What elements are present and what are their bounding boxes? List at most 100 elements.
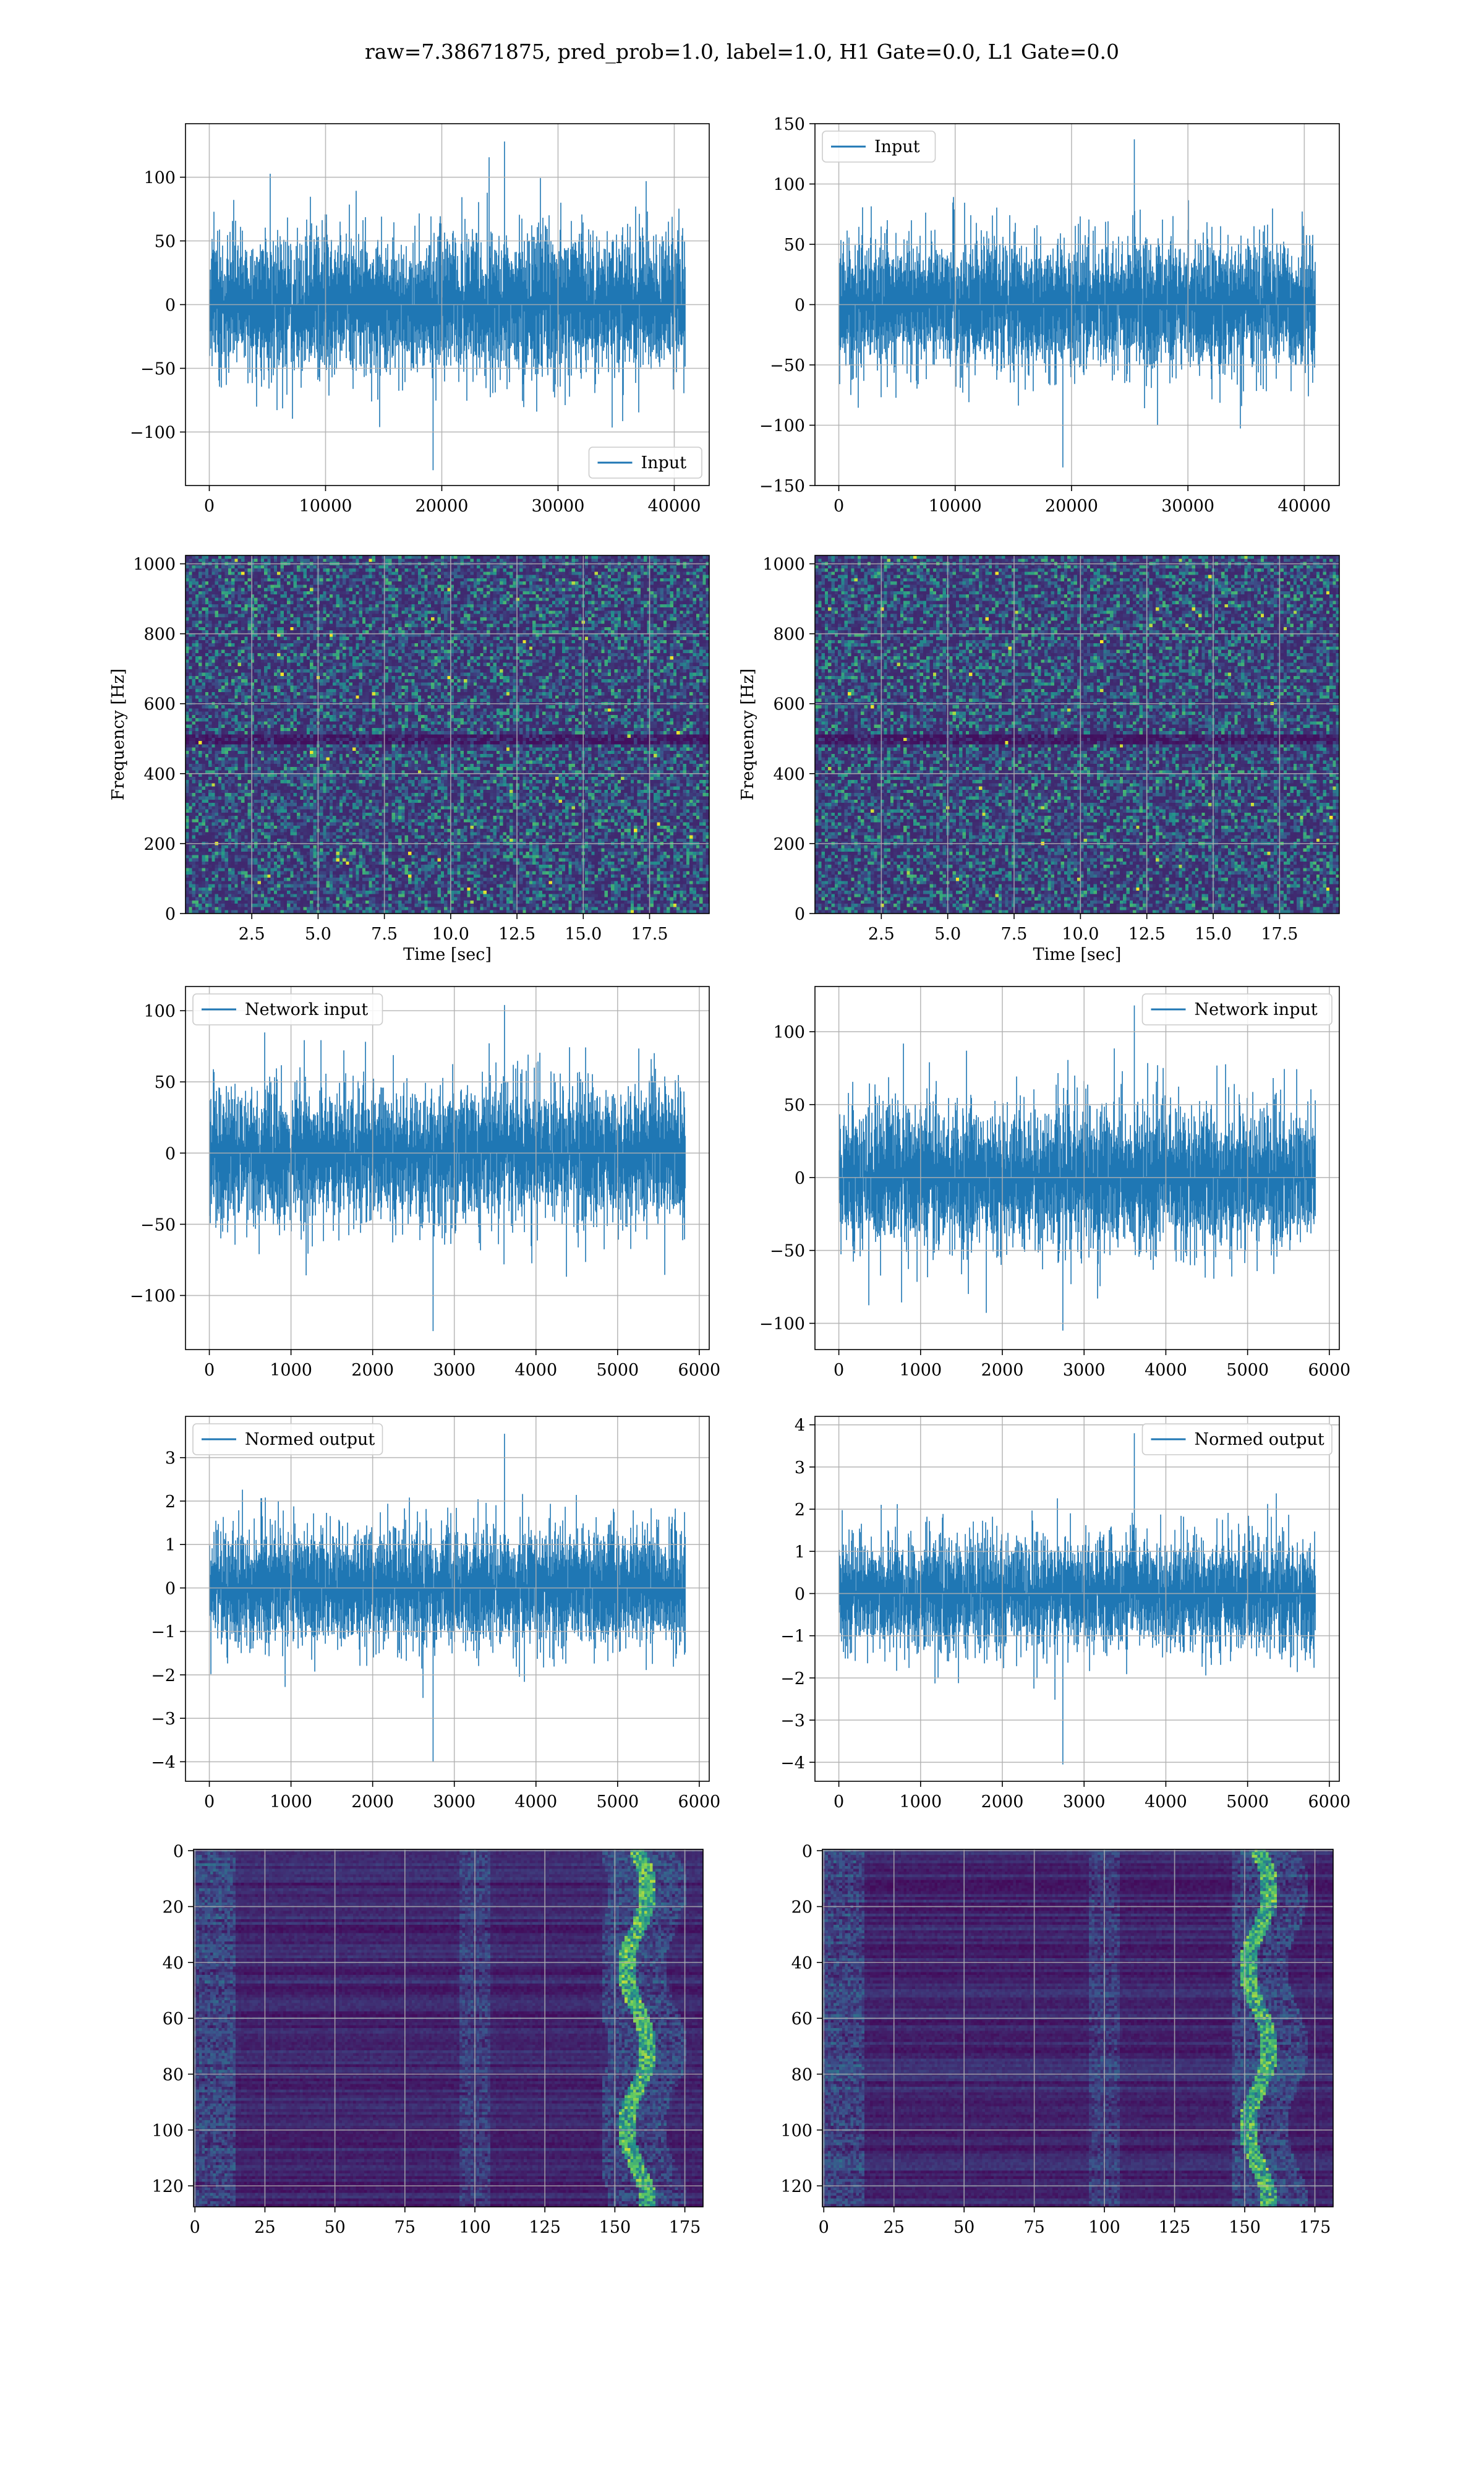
axes-frame — [814, 1416, 1340, 1782]
y-tick-label: 600 — [143, 695, 176, 714]
x-tick-label: 7.5 — [1001, 925, 1028, 944]
x-tick-label: 3000 — [433, 1792, 475, 1812]
x-tick-label: 0 — [204, 497, 215, 516]
y-tick-label: 120 — [780, 2177, 812, 2196]
x-tick-label: 40000 — [1277, 497, 1331, 516]
x-tick-label: 25 — [884, 2218, 905, 2237]
figure-title: raw=7.38671875, pred_prob=1.0, label=1.0… — [365, 40, 1119, 64]
x-tick-label: 5000 — [596, 1361, 639, 1380]
legend-label: Normed output — [1195, 1430, 1324, 1449]
x-tick-label: 17.5 — [631, 925, 668, 944]
heatmap-image — [186, 555, 709, 914]
x-tick-label: 3000 — [433, 1361, 475, 1380]
y-tick-label: 150 — [773, 115, 805, 134]
y-tick-label: 2 — [165, 1492, 176, 1512]
y-tick-label: 3 — [165, 1449, 176, 1468]
x-tick-label: 2000 — [351, 1361, 394, 1380]
chart-panel-spectrogram-l1: 2.5 5.0 7.5 10.0 12.5 15.0 17.5 0 200 400 600 800 10… — [738, 555, 1340, 964]
y-tick-label: −2 — [151, 1666, 176, 1685]
x-tick-label: 2000 — [981, 1792, 1024, 1812]
y-tick-label: 40 — [791, 1954, 812, 1973]
y-tick-label: 1 — [795, 1543, 805, 1562]
y-tick-label: −50 — [770, 356, 805, 375]
x-tick-label: 2.5 — [868, 925, 895, 944]
x-tick-label: 3000 — [1063, 1361, 1106, 1380]
x-tick-label: 1000 — [899, 1361, 942, 1380]
y-tick-label: 60 — [791, 2010, 812, 2029]
y-tick-label: −50 — [770, 1242, 805, 1261]
y-tick-label: 0 — [173, 1842, 184, 1861]
x-tick-label: 17.5 — [1261, 925, 1298, 944]
chart-panel-feature-map-l1: 0 25 50 75 100 125 150 175 0 20 40 60 80 100 120 — [780, 1842, 1334, 2237]
x-tick-label: 25 — [254, 2218, 275, 2237]
heatmap-image — [815, 555, 1339, 914]
chart-panel-normed-output-l1: 0 1000 2000 3000 4000 5000 6000 −4 −3 −2 −1 0 1 2 3 4 No… — [780, 1416, 1350, 1812]
y-tick-label: 20 — [163, 1898, 184, 1917]
legend-box — [192, 993, 383, 1025]
chart-panel-spectrogram-h1: 2.5 5.0 7.5 10.0 12.5 15.0 17.5 0 200 400 600 800 10… — [109, 555, 710, 964]
x-tick-label: 10.0 — [1062, 925, 1099, 944]
x-tick-label: 2000 — [351, 1792, 394, 1812]
y-tick-label: 50 — [784, 1096, 805, 1115]
y-tick-label: 100 — [773, 176, 805, 195]
legend: Normed output — [192, 1423, 383, 1455]
axes-frame — [814, 986, 1340, 1350]
x-tick-label: 0 — [204, 1361, 215, 1380]
x-tick-label: 5000 — [596, 1792, 639, 1812]
x-tick-label: 50 — [324, 2218, 345, 2237]
chart-panel-network-input-l1: 0 1000 2000 3000 4000 5000 6000 −100 −50 0 50 100 Ne… — [759, 986, 1350, 1380]
x-tick-label: 100 — [1088, 2218, 1120, 2237]
axes-frame — [185, 986, 710, 1350]
x-tick-label: 2000 — [981, 1361, 1024, 1380]
y-tick-label: 0 — [795, 1169, 805, 1188]
y-tick-label: 200 — [143, 835, 176, 854]
legend-box — [822, 131, 936, 163]
axes-frame — [814, 555, 1340, 914]
y-tick-label: 100 — [773, 1023, 805, 1042]
y-tick-label: 0 — [802, 1842, 812, 1861]
x-tick-label: 1000 — [270, 1792, 312, 1812]
y-tick-label: −2 — [780, 1669, 805, 1689]
y-tick-label: 0 — [795, 296, 805, 315]
y-tick-label: 0 — [795, 1585, 805, 1604]
y-tick-label: 800 — [143, 625, 176, 644]
legend-label: Input — [641, 453, 687, 473]
y-axis-label: Frequency [Hz] — [738, 669, 757, 800]
y-tick-label: −4 — [151, 1753, 176, 1772]
y-tick-label: −100 — [130, 1287, 176, 1306]
y-tick-label: 20 — [791, 1898, 812, 1917]
x-tick-label: 10000 — [299, 497, 352, 516]
y-tick-label: 50 — [155, 233, 176, 252]
x-tick-label: 5.0 — [305, 925, 331, 944]
x-tick-label: 6000 — [1308, 1792, 1351, 1812]
y-axis-label: Frequency [Hz] — [109, 669, 128, 800]
x-tick-label: 175 — [669, 2218, 701, 2237]
x-tick-label: 0 — [819, 2218, 829, 2237]
heatmap-image — [822, 1849, 1333, 2207]
x-tick-label: 150 — [599, 2218, 631, 2237]
x-tick-label: 125 — [1159, 2218, 1191, 2237]
legend-label: Normed output — [245, 1430, 375, 1449]
x-tick-label: 6000 — [678, 1792, 721, 1812]
x-tick-label: 15.0 — [1195, 925, 1232, 944]
y-tick-label: −100 — [130, 423, 176, 442]
axes-frame — [822, 1849, 1334, 2207]
y-tick-label: 100 — [143, 1002, 176, 1021]
y-tick-label: 4 — [795, 1416, 805, 1436]
y-tick-label: 100 — [151, 2121, 184, 2141]
x-tick-label: 40000 — [648, 497, 701, 516]
x-tick-label: 150 — [1229, 2218, 1261, 2237]
legend-box — [588, 447, 702, 479]
y-tick-label: 0 — [795, 905, 805, 924]
y-tick-label: 600 — [773, 695, 805, 714]
x-tick-label: 0 — [204, 1792, 215, 1812]
chart-panel-input-h1: 0 10000 20000 30000 40000 −100 −50 0 50 100 Input — [130, 123, 710, 516]
x-tick-label: 30000 — [532, 497, 585, 516]
x-tick-label: 12.5 — [1128, 925, 1166, 944]
x-tick-label: 50 — [953, 2218, 974, 2237]
y-tick-label: 80 — [791, 2066, 812, 2085]
legend-box — [192, 1423, 383, 1455]
legend: Normed output — [1141, 1423, 1333, 1455]
y-tick-label: 0 — [165, 905, 176, 924]
